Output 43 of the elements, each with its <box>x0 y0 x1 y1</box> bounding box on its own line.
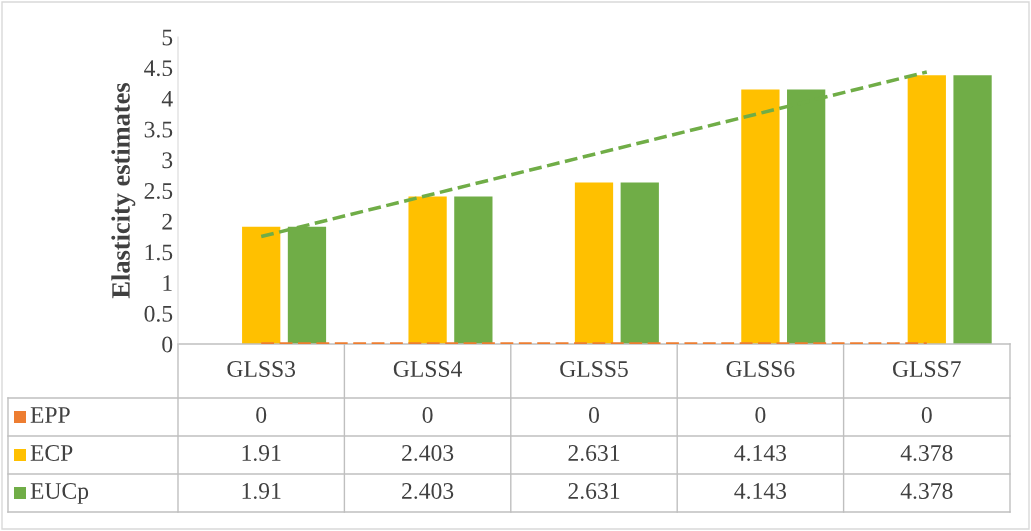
x-tick-label: GLSS6 <box>726 361 795 377</box>
data-label: 4.143 <box>734 483 787 500</box>
data-label: 0 <box>921 406 932 423</box>
data-label: 4.143 <box>734 445 787 462</box>
bar <box>242 226 281 344</box>
data-label: 1.91 <box>242 483 281 500</box>
y-tick-label: 0.5 <box>144 305 173 322</box>
y-tick-label: 2 <box>162 213 172 230</box>
x-tick-label: GLSS4 <box>393 361 462 377</box>
data-label: 0 <box>422 406 433 423</box>
legend-label: EPP <box>30 407 70 423</box>
y-tick-label: 2.5 <box>144 183 173 200</box>
y-tick-label: 4.5 <box>144 60 173 77</box>
y-tick-label: 0 <box>162 336 173 353</box>
bar <box>408 196 447 344</box>
bar <box>620 182 659 344</box>
y-tick-label: 1 <box>163 275 172 291</box>
y-tick-label: 3.5 <box>144 121 173 138</box>
data-label: 0 <box>256 406 267 423</box>
bar <box>741 89 780 344</box>
bar <box>574 182 614 344</box>
bar <box>907 75 946 344</box>
data-label: 2.631 <box>568 445 620 462</box>
y-tick-label: 4 <box>161 91 173 107</box>
data-label: 4.378 <box>900 444 953 462</box>
data-label: 1.91 <box>242 445 281 462</box>
data-label: 0 <box>589 406 599 423</box>
bar <box>953 75 992 344</box>
bar <box>454 196 493 344</box>
data-label: 2.631 <box>568 483 620 500</box>
x-tick-label: GLSS7 <box>893 361 961 377</box>
data-label: 2.403 <box>402 482 454 500</box>
legend-label: EUCp <box>30 483 89 504</box>
data-label: 2.403 <box>402 444 454 462</box>
data-label: 0 <box>755 406 766 423</box>
x-tick-label: GLSS3 <box>227 361 296 377</box>
y-tick-label: 5 <box>162 29 173 46</box>
y-tick-label: 3 <box>162 152 173 169</box>
legend-label: ECP <box>30 445 73 461</box>
data-label: 4.378 <box>900 482 953 500</box>
x-tick-label: GLSS5 <box>560 361 628 377</box>
y-axis-title: Elasticity estimates <box>111 83 136 299</box>
y-tick-label: 1.5 <box>145 244 173 261</box>
